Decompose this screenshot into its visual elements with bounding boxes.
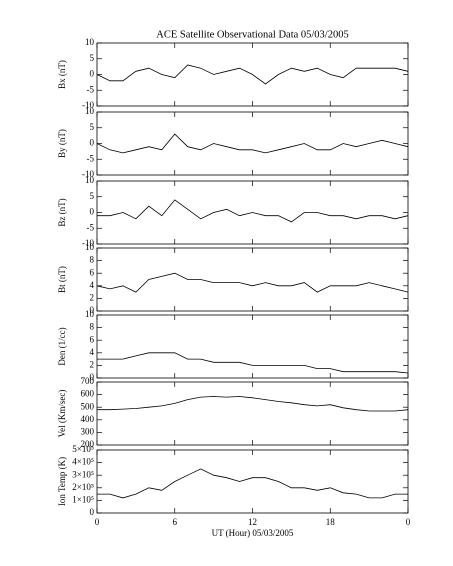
y-axis-label: Den (1/cc) [57,327,67,365]
y-tick-label: 200 [81,439,95,449]
y-tick-label: -10 [82,100,94,110]
y-tick-label: 400 [81,414,95,424]
y-tick-label: -5 [87,84,95,94]
data-line [96,272,409,293]
y-tick-label: 0 [90,207,95,217]
y-axis-label: Bx (nT) [57,60,67,89]
y-tick-label: 5 [90,191,95,201]
panel-frame [96,247,409,312]
chart-title: ACE Satellite Observational Data 05/03/2… [156,29,348,40]
data-line [97,352,409,374]
y-axis-label: Bt (nT) [57,266,67,293]
y-tick-label: 2 [90,292,95,302]
x-tick-label: 12 [248,517,257,527]
y-tick-label: 4 [90,280,95,290]
x-tick-label: 18 [326,517,336,527]
y-tick-label: 8 [90,322,95,332]
y-tick-label: 0 [90,305,95,315]
x-tick-label: 6 [173,517,178,527]
y-tick-label: 0 [90,372,95,382]
panel-frame [96,449,409,514]
data-line [96,64,409,85]
y-tick-label: 5×10⁵ [72,444,94,454]
y-tick-label: 700 [81,376,95,386]
y-tick-label: 600 [81,389,95,399]
panel-frame [96,314,409,379]
y-tick-label: -10 [82,238,94,248]
y-tick-label: 500 [81,401,95,411]
y-tick-label: 4 [90,347,95,357]
y-tick-label: 0 [90,138,95,148]
panel-frame [96,381,409,446]
y-tick-label: 1×10⁵ [72,494,94,504]
y-tick-label: 10 [85,309,95,319]
y-tick-label: 2×10⁵ [72,482,94,492]
y-axis-label: Vel (Km/sec) [57,390,67,438]
y-tick-label: 2 [90,359,95,369]
y-tick-label: 8 [90,255,95,265]
y-tick-label: 5 [90,122,95,132]
panel-frame [96,111,409,176]
y-tick-label: 0 [90,507,95,517]
y-tick-label: 0 [90,69,95,79]
data-line [97,468,408,499]
y-tick-label: 10 [85,106,95,116]
y-tick-label: 4×10⁵ [72,457,94,467]
x-axis-label: UT (Hour) 05/03/2005 [212,528,294,538]
y-axis-label: Ion Temp (K) [57,457,67,506]
data-line [97,396,409,412]
y-tick-label: 10 [85,242,95,252]
y-tick-label: 6 [90,334,95,344]
data-line [96,133,409,154]
x-tick-label: 0 [406,517,411,527]
y-tick-label: -5 [87,222,95,232]
y-axis-label: Bz (nT) [57,198,67,226]
y-axis-label: By (nT) [57,129,67,158]
x-tick-label: 0 [95,517,100,527]
y-tick-label: -10 [82,169,94,179]
y-tick-label: 10 [85,175,95,185]
y-tick-label: 300 [81,426,95,436]
data-line [97,199,409,223]
y-tick-label: 6 [90,267,95,277]
y-tick-label: -5 [87,153,95,163]
y-tick-label: 3×10⁵ [72,469,94,479]
y-tick-label: 10 [85,37,95,47]
y-tick-label: 5 [90,53,95,63]
